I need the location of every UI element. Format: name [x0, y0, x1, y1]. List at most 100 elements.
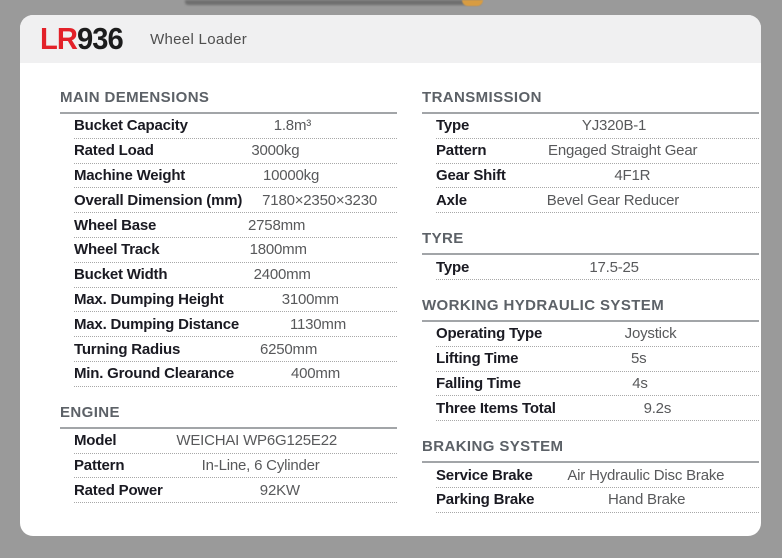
spec-label: Rated Power [74, 481, 163, 499]
spec-row: Rated Load 3000kg [74, 139, 397, 164]
spec-label: Bucket Width [74, 266, 168, 284]
spec-label: Type [436, 258, 470, 276]
spec-value: 1130mm [289, 315, 347, 333]
spec-label: Model [74, 432, 117, 450]
spec-value: 9.2s [643, 399, 672, 417]
spec-label: Operating Type [436, 325, 543, 343]
spec-row: Pattern In-Line, 6 Cylinder [74, 454, 397, 479]
spec-value: 5s [630, 350, 647, 368]
spec-row: Min. Ground Clearance 400mm [74, 362, 397, 387]
section-braking-system: BRAKING SYSTEM Service Brake Air Hydraul… [422, 439, 759, 513]
spec-value: 92KW [259, 481, 300, 499]
spec-row: Overall Dimension (mm) 7180×2350×3230 [74, 188, 397, 214]
model-prefix: LR [40, 21, 78, 56]
spec-table: Type YJ320B-1 Pattern Engaged Straight G… [436, 114, 759, 214]
photo-edge-artifact [185, 0, 481, 5]
spec-row: Bucket Width 2400mm [74, 263, 397, 288]
section-tyre: TYRE Type 17.5-25 [422, 231, 759, 280]
spec-row: Three Items Total 9.2s [436, 396, 759, 422]
left-column: MAIN DEMENSIONS Bucket Capacity 1.8m³ Ra… [60, 90, 397, 504]
spec-label: Lifting Time [436, 350, 519, 368]
spec-row: Model WEICHAI WP6G125E22 [74, 429, 397, 454]
spec-label: Min. Ground Clearance [74, 365, 234, 383]
spec-value: 7180×2350×3230 [262, 191, 377, 209]
spec-row: Falling Time 4s [436, 372, 759, 397]
spec-label: Max. Dumping Distance [74, 315, 239, 333]
spec-table: Service Brake Air Hydraulic Disc Brake P… [436, 463, 759, 513]
section-title: WORKING HYDRAULIC SYSTEM [422, 297, 759, 322]
spec-label: Falling Time [436, 374, 521, 392]
spec-value: In-Line, 6 Cylinder [201, 456, 320, 474]
spec-value: 2400mm [253, 266, 311, 284]
spec-row: Max. Dumping Height 3100mm [74, 288, 397, 313]
spec-row: Parking Brake Hand Brake [436, 488, 759, 513]
spec-row: Type YJ320B-1 [436, 114, 759, 139]
spec-sheet-card: LR936 Wheel Loader MAIN DEMENSIONS Bucke… [20, 15, 761, 536]
spec-row: Wheel Track 1800mm [74, 238, 397, 263]
spec-value: YJ320B-1 [581, 117, 647, 135]
spec-value: Engaged Straight Gear [548, 142, 698, 160]
spec-value: Joystick [624, 325, 677, 343]
spec-label: Max. Dumping Height [74, 290, 224, 308]
photo-edge-artifact-orange [462, 0, 483, 6]
spec-value: Air Hydraulic Disc Brake [567, 466, 725, 484]
model-subtitle: Wheel Loader [150, 30, 248, 48]
spec-table: Operating Type Joystick Lifting Time 5s … [436, 322, 759, 422]
spec-label: Gear Shift [436, 166, 506, 184]
spec-table: Type 17.5-25 [436, 255, 759, 280]
spec-value: 3000kg [251, 142, 300, 160]
spec-label: Pattern [436, 142, 487, 160]
spec-value: 400mm [290, 365, 341, 383]
section-engine: ENGINE Model WEICHAI WP6G125E22 Pattern … [60, 404, 397, 504]
spec-value: 17.5-25 [589, 258, 639, 276]
spec-value: 10000kg [262, 166, 320, 184]
spec-row: Type 17.5-25 [436, 255, 759, 280]
section-title: BRAKING SYSTEM [422, 439, 759, 464]
spec-row: Machine Weight 10000kg [74, 164, 397, 189]
spec-value: 1800mm [249, 241, 307, 259]
spec-row: Pattern Engaged Straight Gear [436, 139, 759, 164]
spec-row: Bucket Capacity 1.8m³ [74, 114, 397, 139]
spec-value: 2758mm [248, 216, 306, 234]
spec-row: Wheel Base 2758mm [74, 213, 397, 238]
spec-value: Bevel Gear Reducer [546, 191, 680, 209]
spec-value: Hand Brake [608, 491, 686, 509]
spec-table: Bucket Capacity 1.8m³ Rated Load 3000kg … [74, 114, 397, 387]
spec-row: Operating Type Joystick [436, 322, 759, 347]
spec-row: Turning Radius 6250mm [74, 337, 397, 362]
spec-label: Bucket Capacity [74, 117, 188, 135]
spec-row: Service Brake Air Hydraulic Disc Brake [436, 463, 759, 488]
spec-label: Parking Brake [436, 491, 535, 509]
spec-label: Wheel Track [74, 241, 160, 259]
spec-label: Axle [436, 191, 467, 209]
spec-label: Overall Dimension (mm) [74, 191, 243, 209]
model-number: 936 [76, 21, 124, 56]
spec-row: Rated Power 92KW [74, 478, 397, 504]
spec-table: Model WEICHAI WP6G125E22 Pattern In-Line… [74, 429, 397, 504]
spec-value: 1.8m³ [273, 117, 312, 135]
section-main-dimensions: MAIN DEMENSIONS Bucket Capacity 1.8m³ Ra… [60, 90, 397, 387]
section-title: TRANSMISSION [422, 90, 759, 114]
spec-value: WEICHAI WP6G125E22 [176, 432, 337, 450]
spec-label: Turning Radius [74, 340, 181, 358]
spec-row: Axle Bevel Gear Reducer [436, 188, 759, 214]
section-title: ENGINE [60, 404, 397, 429]
spec-row: Lifting Time 5s [436, 347, 759, 372]
spec-value: 6250mm [259, 340, 318, 358]
spec-label: Rated Load [74, 142, 154, 160]
section-title: MAIN DEMENSIONS [60, 90, 397, 114]
section-title: TYRE [422, 231, 759, 256]
right-column: TRANSMISSION Type YJ320B-1 Pattern Engag… [422, 90, 759, 513]
spec-value: 3100mm [281, 290, 339, 308]
spec-label: Pattern [74, 456, 125, 474]
spec-sheet-header: LR936 Wheel Loader [20, 15, 761, 63]
spec-label: Service Brake [436, 466, 533, 484]
section-transmission: TRANSMISSION Type YJ320B-1 Pattern Engag… [422, 90, 759, 214]
spec-label: Three Items Total [436, 399, 556, 417]
spec-label: Type [436, 117, 470, 135]
spec-value: 4s [632, 374, 648, 392]
cropped-photo-strip [0, 0, 782, 15]
spec-row: Gear Shift 4F1R [436, 164, 759, 189]
model-name: LR936 [40, 21, 124, 57]
section-working-hydraulic-system: WORKING HYDRAULIC SYSTEM Operating Type … [422, 297, 759, 422]
